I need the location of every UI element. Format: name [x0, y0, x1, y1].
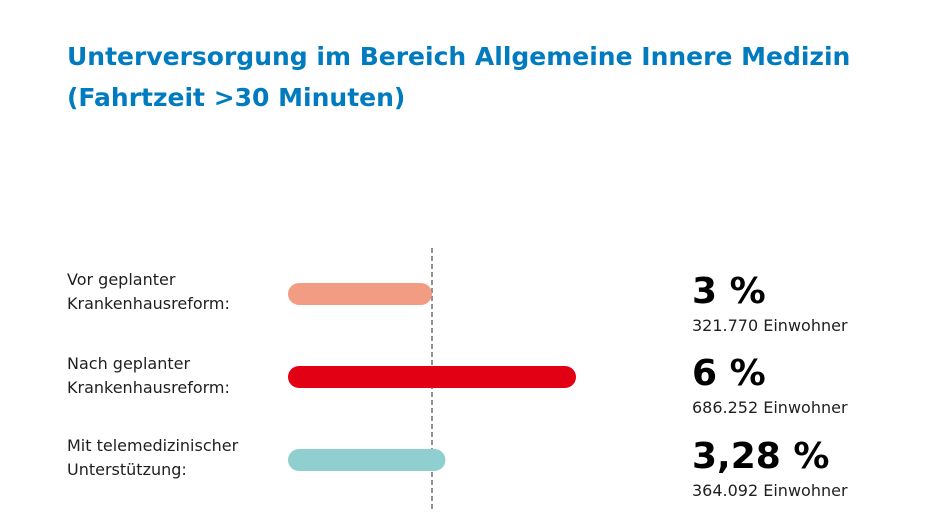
category-label-before-reform: Vor geplanter Krankenhausreform: [67, 268, 230, 316]
category-label-line: Krankenhausreform: [67, 378, 230, 397]
value-label-telemedicine: 3,28 % [692, 436, 830, 477]
category-label-line: Vor geplanter [67, 270, 176, 289]
value-label-before-reform: 3 % [692, 271, 766, 312]
bar-chart [288, 248, 576, 510]
title-line-2: (Fahrtzeit >30 Minuten) [67, 83, 406, 112]
population-label-before-reform: 321.770 Einwohner [692, 316, 848, 335]
category-label-line: Mit telemedizinischer [67, 436, 239, 455]
category-label-line: Krankenhausreform: [67, 294, 230, 313]
category-label-line: Unterstützung: [67, 460, 187, 479]
bar-before-reform [288, 283, 432, 305]
value-label-after-reform: 6 % [692, 353, 766, 394]
category-label-telemedicine: Mit telemedizinischer Unterstützung: [67, 434, 238, 482]
bar-after-reform [288, 366, 576, 388]
population-label-telemedicine: 364.092 Einwohner [692, 481, 848, 500]
category-label-after-reform: Nach geplanter Krankenhausreform: [67, 352, 230, 400]
chart-title: Unterversorgung im Bereich Allgemeine In… [67, 36, 907, 118]
category-label-line: Nach geplanter [67, 354, 191, 373]
bar-telemedicine [288, 449, 446, 471]
population-label-after-reform: 686.252 Einwohner [692, 398, 848, 417]
title-line-1: Unterversorgung im Bereich Allgemeine In… [67, 42, 851, 71]
